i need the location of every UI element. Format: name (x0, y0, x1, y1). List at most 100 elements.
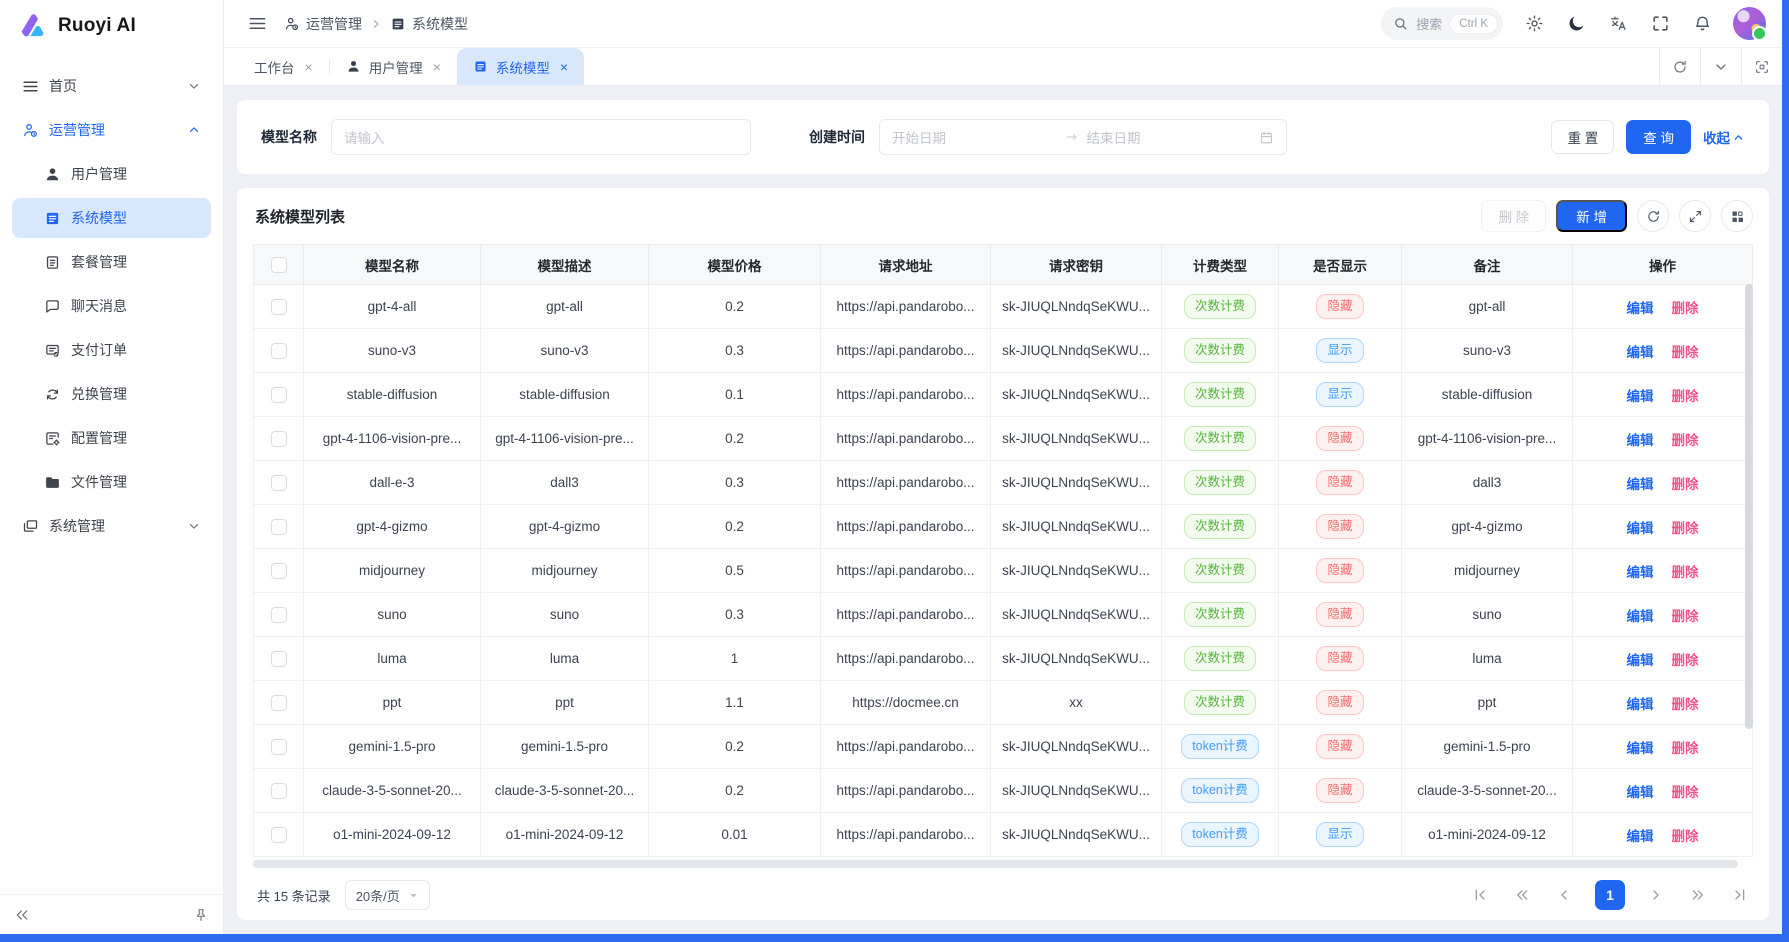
edit-link[interactable]: 编辑 (1626, 564, 1654, 580)
edit-link[interactable]: 编辑 (1626, 520, 1654, 536)
edit-link[interactable]: 编辑 (1626, 828, 1654, 844)
current-page-button[interactable]: 1 (1595, 880, 1625, 910)
edit-link[interactable]: 编辑 (1626, 344, 1654, 360)
table-row-partial (253, 856, 1753, 857)
edit-link[interactable]: 编辑 (1626, 608, 1654, 624)
fullscreen-icon[interactable] (1649, 13, 1671, 35)
tab-close-icon[interactable]: × (559, 58, 569, 75)
add-button[interactable]: 新 增 (1556, 200, 1627, 232)
tab-models[interactable]: 系统模型 × (456, 48, 585, 85)
last-page-button[interactable] (1729, 884, 1751, 906)
global-search[interactable]: 搜索 Ctrl K (1381, 7, 1503, 40)
table-refresh-icon[interactable] (1637, 200, 1669, 232)
content-maximize-icon[interactable] (1741, 48, 1782, 85)
translate-icon[interactable] (1607, 13, 1629, 35)
notifications-bell-icon[interactable] (1691, 13, 1713, 35)
first-page-button[interactable] (1469, 884, 1491, 906)
edit-link[interactable]: 编辑 (1626, 476, 1654, 492)
select-all-checkbox[interactable] (270, 256, 287, 273)
sidebar-item-redeem[interactable]: 兑换管理 (12, 374, 211, 414)
table-horizontal-scrollbar[interactable] (253, 860, 1753, 868)
row-checkbox[interactable] (270, 826, 287, 843)
sidebar-item-ops[interactable]: 运营管理 (12, 110, 211, 150)
row-checkbox[interactable] (270, 298, 287, 315)
model-name-input[interactable]: 请输入 (331, 119, 751, 155)
tab-close-icon[interactable]: × (432, 58, 441, 75)
row-checkbox[interactable] (270, 342, 287, 359)
breadcrumb-item[interactable]: 运营管理 (284, 14, 362, 34)
row-checkbox[interactable] (270, 782, 287, 799)
hamburger-menu-icon[interactable] (246, 13, 268, 35)
row-checkbox[interactable] (270, 650, 287, 667)
tab-workbench[interactable]: 工作台 × (238, 48, 329, 85)
delete-link[interactable]: 删除 (1671, 696, 1699, 712)
collapse-filter-link[interactable]: 收起 (1703, 127, 1745, 147)
billing-type-badge: 次数计费 (1183, 294, 1256, 319)
table-wrap: 模型名称 模型描述 模型价格 请求地址 请求密钥 计费类型 是否显示 备注 操作 gpt-4-a… (253, 244, 1753, 857)
prev-chunk-button[interactable] (1511, 884, 1533, 906)
sidebar-item-config[interactable]: 配置管理 (12, 418, 211, 458)
delete-link[interactable]: 删除 (1671, 828, 1699, 844)
sidebar-item-files[interactable]: 文件管理 (12, 462, 211, 502)
sidebar-item-packages[interactable]: 套餐管理 (12, 242, 211, 282)
sidebar-item-users[interactable]: 用户管理 (12, 154, 211, 194)
next-page-button[interactable] (1645, 884, 1667, 906)
settings-gear-icon[interactable] (1523, 13, 1545, 35)
user-avatar[interactable] (1733, 7, 1767, 41)
column-settings-grid-icon[interactable] (1721, 200, 1753, 232)
next-chunk-button[interactable] (1687, 884, 1709, 906)
edit-link[interactable]: 编辑 (1626, 300, 1654, 316)
dark-mode-moon-icon[interactable] (1565, 13, 1587, 35)
sidebar-item-models[interactable]: 系统模型 (12, 198, 211, 238)
sidebar-item-chats[interactable]: 聊天消息 (12, 286, 211, 326)
delete-link[interactable]: 删除 (1671, 564, 1699, 580)
breadcrumb-item[interactable]: 系统模型 (390, 14, 468, 34)
delete-link[interactable]: 删除 (1671, 388, 1699, 404)
delete-link[interactable]: 删除 (1671, 300, 1699, 316)
delete-link[interactable]: 删除 (1671, 608, 1699, 624)
sidebar-item-orders[interactable]: 支付订单 (12, 330, 211, 370)
sidebar-pin-icon[interactable] (193, 907, 209, 923)
table-vertical-scrollbar[interactable] (1745, 284, 1753, 855)
edit-link[interactable]: 编辑 (1626, 652, 1654, 668)
row-checkbox[interactable] (270, 474, 287, 491)
tab-menu-chevron-icon[interactable] (1700, 48, 1741, 85)
brand[interactable]: Ruoyi AI (0, 0, 223, 52)
tab-users[interactable]: 用户管理 × (330, 48, 457, 85)
row-checkbox[interactable] (270, 738, 287, 755)
sidebar-item-system[interactable]: 系统管理 (12, 506, 211, 546)
delete-link[interactable]: 删除 (1671, 784, 1699, 800)
edit-link[interactable]: 编辑 (1626, 784, 1654, 800)
edit-link[interactable]: 编辑 (1626, 740, 1654, 756)
sidebar-item-home[interactable]: 首页 (12, 66, 211, 106)
row-checkbox[interactable] (270, 518, 287, 535)
row-checkbox[interactable] (270, 562, 287, 579)
row-checkbox[interactable] (270, 430, 287, 447)
delete-button[interactable]: 删 除 (1481, 200, 1547, 232)
delete-link[interactable]: 删除 (1671, 476, 1699, 492)
tab-close-icon[interactable]: × (304, 58, 313, 75)
cell-model-desc: ppt (480, 680, 649, 725)
row-checkbox[interactable] (270, 694, 287, 711)
delete-link[interactable]: 删除 (1671, 740, 1699, 756)
page-size-select[interactable]: 20条/页 (344, 880, 430, 910)
create-time-range-picker[interactable]: 开始日期 结束日期 (879, 119, 1287, 155)
edit-link[interactable]: 编辑 (1626, 388, 1654, 404)
delete-link[interactable]: 删除 (1671, 432, 1699, 448)
row-checkbox[interactable] (270, 386, 287, 403)
delete-link[interactable]: 删除 (1671, 652, 1699, 668)
reset-button[interactable]: 重 置 (1551, 120, 1615, 154)
row-checkbox[interactable] (270, 606, 287, 623)
edit-link[interactable]: 编辑 (1626, 432, 1654, 448)
delete-link[interactable]: 删除 (1671, 344, 1699, 360)
delete-link[interactable]: 删除 (1671, 520, 1699, 536)
sidebar-collapse-icon[interactable] (14, 907, 30, 923)
edit-link[interactable]: 编辑 (1626, 696, 1654, 712)
search-shortcut-badge: Ctrl K (1450, 14, 1497, 33)
tab-refresh-icon[interactable] (1659, 48, 1700, 85)
cell-model-name: dall-e-3 (303, 460, 481, 505)
prev-page-button[interactable] (1553, 884, 1575, 906)
cell-model-price: 0.3 (648, 592, 821, 637)
search-button[interactable]: 查 询 (1626, 120, 1691, 154)
table-fullscreen-icon[interactable] (1679, 200, 1711, 232)
